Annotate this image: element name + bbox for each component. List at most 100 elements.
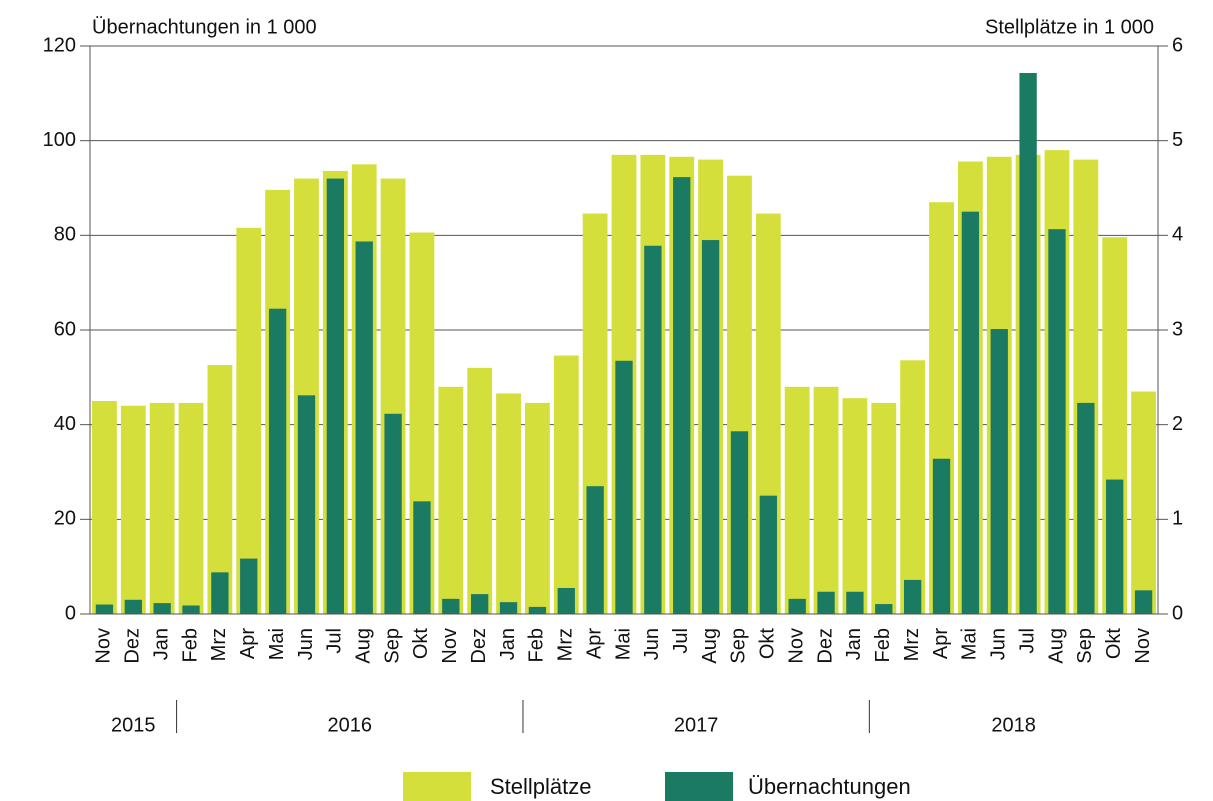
x-tick-label: Dez — [814, 628, 836, 664]
y2-tick-label: 3 — [1172, 318, 1183, 340]
bar — [92, 401, 117, 614]
legend-label: Übernachtungen — [748, 774, 911, 799]
bar — [701, 240, 720, 615]
x-tick-label: Mai — [612, 628, 634, 660]
year-label: 2015 — [111, 714, 156, 736]
bar — [211, 572, 229, 614]
year-label: 2017 — [674, 714, 719, 736]
bar — [326, 178, 345, 615]
x-tick-label: Nov — [1132, 628, 1154, 664]
y2-tick-label: 4 — [1172, 224, 1183, 246]
x-tick-label: Jun — [295, 628, 317, 660]
x-tick-label: Jan — [150, 628, 172, 660]
x-tick-label: Mrz — [901, 628, 923, 661]
x-tick-label: Nov — [785, 628, 807, 664]
x-tick-label: Jun — [641, 628, 663, 660]
bar — [842, 398, 868, 614]
bar — [1106, 479, 1124, 614]
x-tick-label: Mai — [266, 628, 288, 660]
bar — [471, 594, 489, 614]
bar — [871, 402, 897, 614]
y-tick-label: 100 — [43, 129, 76, 151]
bar — [1019, 72, 1037, 615]
year-label: 2016 — [328, 714, 373, 736]
bar — [586, 486, 604, 614]
bar — [496, 393, 521, 614]
bar — [124, 599, 142, 614]
x-tick-label: Dez — [468, 628, 490, 664]
bar — [528, 606, 547, 614]
x-tick-label: Dez — [122, 628, 144, 664]
year-label: 2018 — [991, 714, 1036, 736]
x-tick-label: Okt — [410, 628, 432, 660]
bar — [788, 598, 806, 614]
x-tick-label: Mrz — [208, 628, 230, 661]
x-tick-label: Jul — [1016, 628, 1038, 654]
bar — [730, 431, 749, 614]
x-tick-label: Apr — [583, 628, 605, 659]
y-tick-label: 40 — [54, 413, 76, 435]
x-tick-label: Mai — [959, 628, 981, 660]
legend-swatch — [665, 772, 733, 801]
x-tick-label: Nov — [439, 628, 461, 664]
bar — [95, 604, 114, 614]
y-axis-title: Übernachtungen in 1 000 — [92, 16, 317, 38]
bar — [557, 587, 575, 614]
y2-tick-label: 1 — [1172, 508, 1183, 530]
x-tick-label: Jan — [843, 628, 865, 660]
bar — [813, 386, 839, 614]
bar — [236, 227, 262, 614]
x-tick-label: Nov — [93, 628, 115, 664]
bar — [784, 386, 810, 614]
bar — [1131, 391, 1156, 614]
bar — [932, 458, 951, 614]
bar — [615, 360, 633, 614]
x-tick-label: Sep — [381, 628, 403, 664]
bar — [178, 402, 204, 614]
y-tick-label: 60 — [54, 318, 76, 340]
bar — [524, 402, 550, 614]
y2-tick-label: 5 — [1172, 129, 1183, 151]
x-tick-label: Jul — [670, 628, 692, 654]
x-tick-label: Mrz — [555, 628, 577, 661]
bar — [759, 495, 777, 614]
y2-tick-label: 0 — [1172, 602, 1183, 624]
legend-label: Stellplätze — [490, 774, 592, 799]
y-tick-label: 80 — [54, 224, 76, 246]
bar — [120, 405, 146, 614]
x-tick-label: Jun — [988, 628, 1010, 660]
bar — [467, 367, 493, 614]
bar — [961, 211, 980, 614]
bar — [355, 241, 373, 614]
bar — [673, 177, 691, 614]
bar — [903, 579, 922, 614]
bar — [846, 591, 864, 614]
bar — [438, 386, 464, 614]
bar — [384, 413, 402, 614]
bar — [644, 245, 662, 614]
bar — [182, 605, 200, 614]
x-tick-label: Aug — [352, 628, 374, 664]
bar — [442, 598, 460, 614]
x-tick-label: Apr — [930, 628, 952, 659]
y2-tick-label: 6 — [1172, 34, 1183, 56]
x-tick-label: Okt — [1103, 628, 1125, 660]
y2-axis-title: Stellplätze in 1 000 — [985, 16, 1154, 38]
legend-swatch — [403, 772, 471, 801]
bar — [149, 402, 175, 614]
y2-tick-label: 2 — [1172, 413, 1183, 435]
x-tick-label: Sep — [728, 628, 750, 664]
x-tick-label: Feb — [872, 628, 894, 662]
x-tick-label: Aug — [699, 628, 721, 664]
bar — [553, 355, 579, 614]
x-tick-label: Apr — [237, 628, 259, 659]
bar — [413, 501, 431, 614]
bar — [297, 395, 316, 614]
bar — [499, 602, 518, 614]
bar — [240, 558, 258, 614]
bar — [1077, 402, 1095, 614]
bar — [1134, 590, 1153, 614]
bar — [268, 308, 287, 614]
y-tick-label: 120 — [43, 34, 76, 56]
